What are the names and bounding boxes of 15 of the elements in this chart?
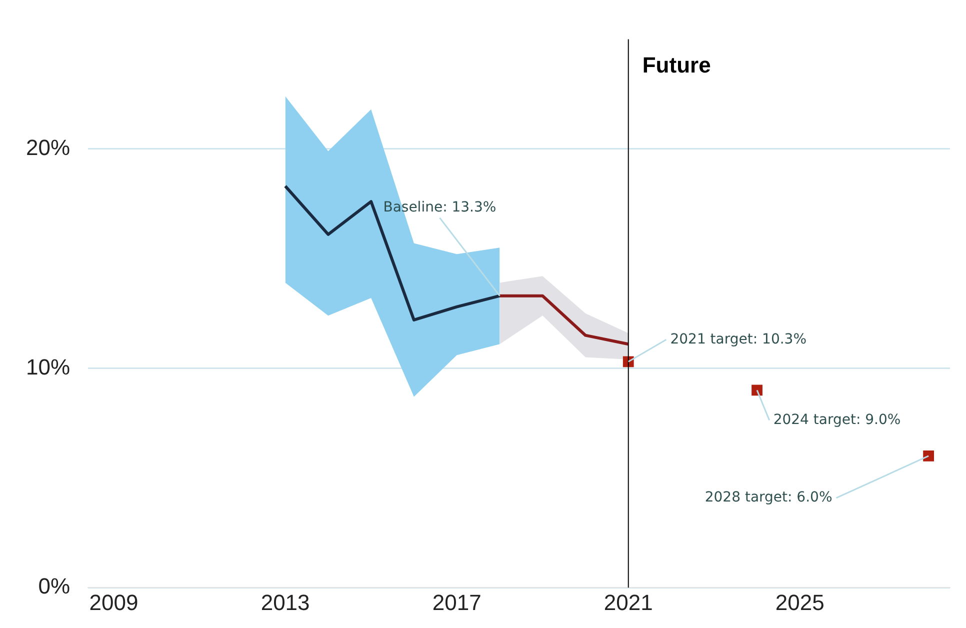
x-tick-label: 2009 <box>89 590 138 615</box>
annotation: 2021 target: 10.3% <box>670 331 807 348</box>
y-tick-label: 20% <box>26 134 70 160</box>
x-tick-label: 2017 <box>432 590 482 615</box>
point <box>752 384 762 396</box>
annotation: 2024 target: 9.0% <box>773 412 901 428</box>
x-tick-label: 2013 <box>260 590 310 615</box>
point <box>923 450 934 462</box>
annotation: Baseline: 13.3% <box>383 199 496 216</box>
x-tick-label: 2025 <box>775 590 824 615</box>
y-tick-label: 10% <box>26 354 70 380</box>
ref-line-label: Future <box>642 52 711 78</box>
annotation: 2028 target: 6.0% <box>704 490 832 506</box>
y-tick-label: 0% <box>38 574 70 599</box>
x-tick-label: 2021 <box>604 590 653 615</box>
